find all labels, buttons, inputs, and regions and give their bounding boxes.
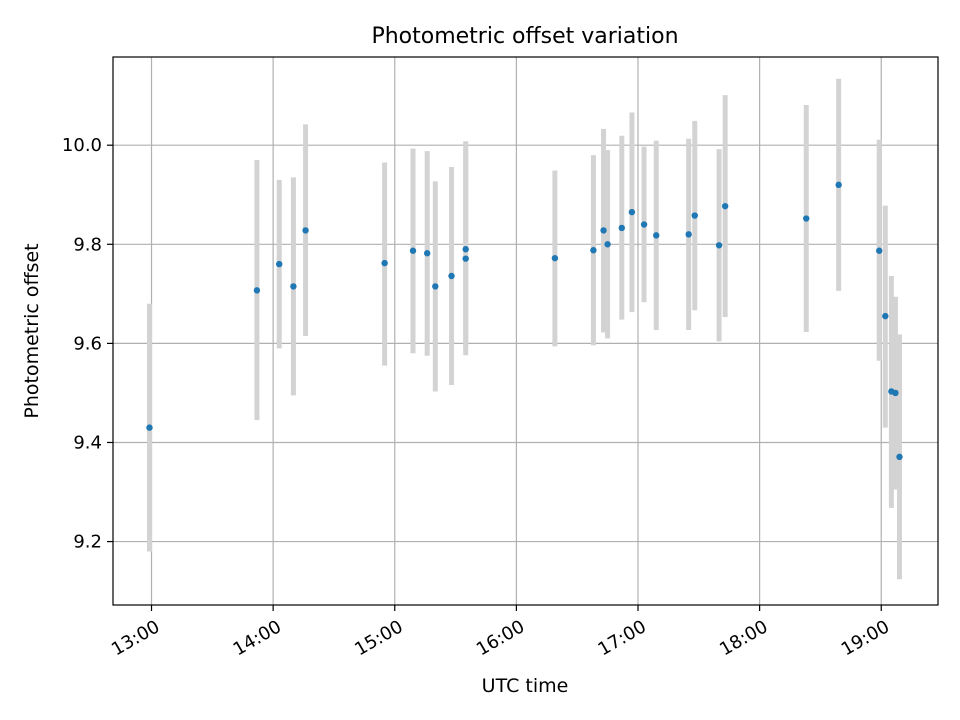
chart-title: Photometric offset variation	[371, 24, 678, 49]
data-point	[409, 247, 417, 254]
data-point	[628, 208, 636, 216]
y-tick-label: 9.8	[73, 234, 102, 255]
data-point	[448, 272, 455, 280]
data-point	[685, 231, 692, 238]
y-tick-label: 9.4	[73, 432, 102, 453]
y-tick-label: 9.2	[73, 532, 102, 553]
data-point	[146, 424, 153, 431]
data-point	[432, 283, 439, 290]
data-point	[882, 312, 889, 320]
data-point	[721, 202, 729, 210]
data-point	[423, 250, 431, 257]
y-axis-label: Photometric offset	[21, 243, 43, 418]
data-point	[653, 232, 660, 239]
data-point	[896, 453, 903, 461]
data-point	[462, 255, 469, 262]
data-point	[640, 221, 648, 228]
point-layer	[146, 181, 903, 461]
data-point	[892, 389, 899, 397]
data-point	[618, 224, 625, 232]
data-point	[803, 215, 810, 222]
data-point	[381, 259, 388, 267]
data-point	[590, 247, 597, 254]
data-point	[876, 247, 883, 254]
data-point	[835, 181, 842, 189]
data-point	[276, 260, 283, 268]
data-point	[604, 241, 611, 248]
data-point	[600, 227, 607, 234]
data-point	[691, 212, 698, 219]
data-point	[462, 246, 469, 253]
y-tick-label: 9.6	[73, 333, 102, 354]
data-point	[302, 227, 309, 234]
data-point	[290, 283, 297, 290]
data-point	[253, 287, 261, 294]
grid-layer	[113, 57, 938, 605]
y-tick-label: 10.0	[62, 135, 102, 156]
data-point	[715, 242, 723, 249]
x-axis-label: UTC time	[482, 675, 569, 697]
data-point	[551, 254, 559, 262]
plot-frame	[112, 56, 939, 606]
